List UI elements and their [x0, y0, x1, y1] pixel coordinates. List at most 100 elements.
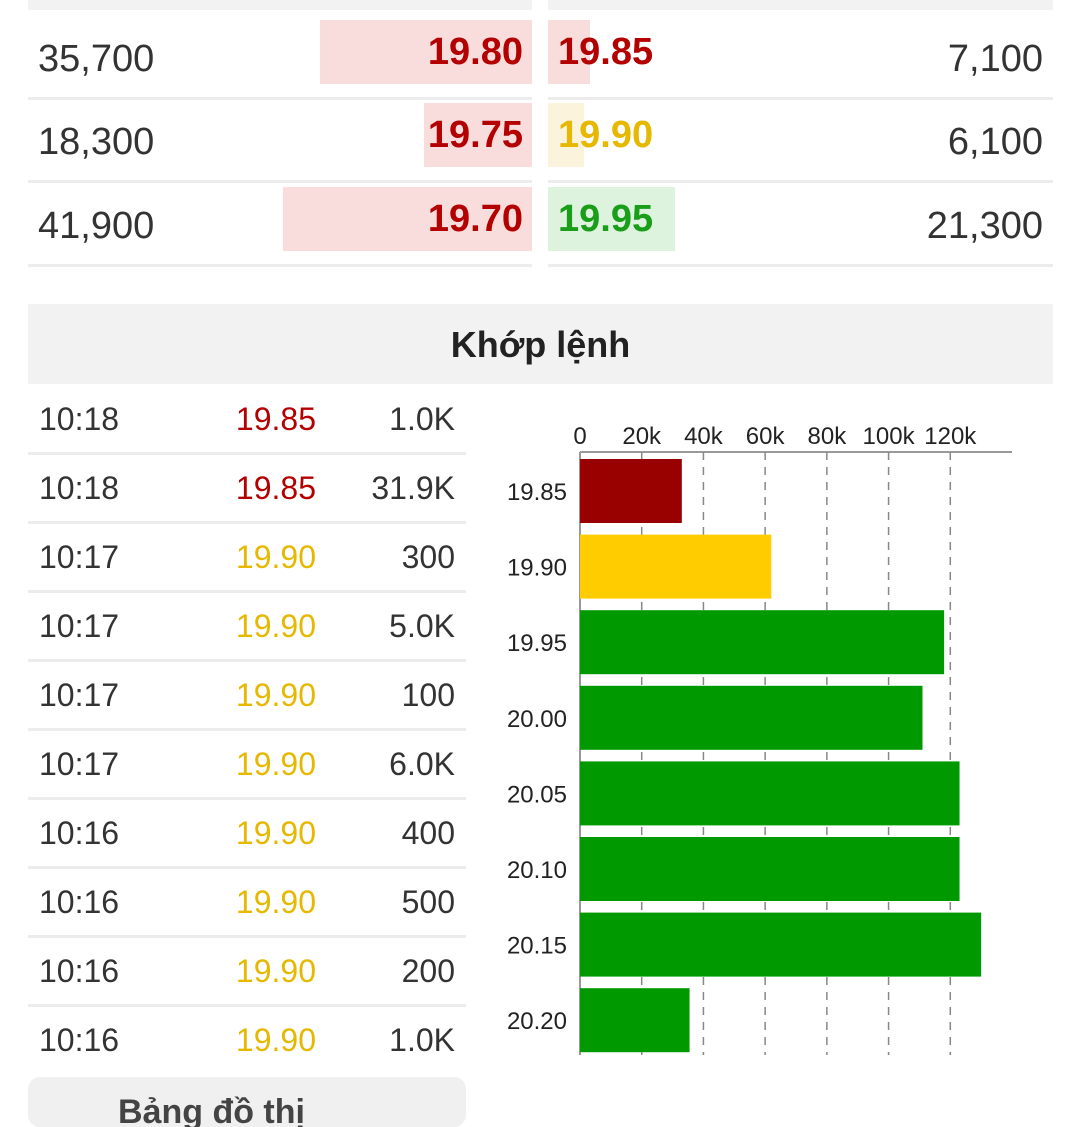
ask-header-bar	[548, 0, 1053, 10]
trade-time: 10:18	[39, 401, 120, 437]
bid-volume: 41,900	[38, 205, 155, 247]
trade-price: 19.90	[235, 539, 316, 575]
bar	[580, 761, 960, 826]
bar	[580, 610, 945, 675]
trade-row: 10:17 19.90 100	[28, 662, 466, 731]
trade-time: 10:17	[39, 677, 120, 713]
bid-volume-bar	[424, 103, 532, 167]
trade-volume: 31.9K	[371, 470, 455, 506]
trade-volume: 100	[401, 677, 455, 713]
ask-volume: 6,100	[947, 121, 1043, 163]
bar	[580, 685, 923, 750]
row-divider	[28, 264, 532, 267]
trade-row: 10:17 19.90 5.0K	[28, 593, 466, 662]
ask-price[interactable]: 19.85	[558, 31, 654, 73]
row-divider	[28, 97, 532, 100]
bid-volume: 35,700	[38, 38, 155, 80]
row-divider	[28, 590, 466, 593]
trade-volume: 400	[401, 815, 455, 851]
trade-volume: 300	[401, 539, 455, 575]
volume-by-price-chart: 0 20k 40k 60k 80k 100k 120k 19.85 19.90 19.95 20.0…	[507, 423, 1012, 1055]
trade-price: 19.90	[235, 884, 316, 920]
trade-row: 10:16 19.90 400	[28, 800, 466, 869]
y-tick-label: 19.95	[507, 630, 567, 657]
trade-price: 19.90	[235, 815, 316, 851]
y-tick-label: 20.00	[507, 706, 567, 733]
ask-volume: 21,300	[926, 205, 1043, 247]
ask-volume-bar	[548, 20, 590, 84]
y-tick-label: 20.15	[507, 933, 567, 960]
trade-volume: 200	[401, 953, 455, 989]
x-tick-label: 80k	[808, 423, 848, 450]
y-tick-label: 20.20	[507, 1008, 567, 1035]
row-divider	[28, 935, 466, 938]
y-tick-label: 19.85	[507, 479, 567, 506]
x-tick-label: 20k	[622, 423, 662, 450]
order-book-row: 41,900 19.70 19.95 21,300	[28, 185, 1053, 267]
row-divider	[28, 728, 466, 731]
row-divider	[548, 180, 1053, 183]
bid-price[interactable]: 19.70	[427, 198, 523, 240]
row-divider	[548, 97, 1053, 100]
trade-row: 10:18 19.85 31.9K	[28, 455, 466, 524]
x-tick-label: 40k	[684, 423, 724, 450]
trade-row: 10:16 19.90 1.0K	[28, 1007, 466, 1076]
bid-volume-bar	[320, 20, 532, 84]
x-tick-label: 120k	[924, 423, 977, 450]
row-divider	[28, 452, 466, 455]
y-tick-label: 20.10	[507, 857, 567, 884]
order-book-row: 35,700 19.80 19.85 7,100	[28, 18, 1053, 100]
trade-time: 10:16	[39, 815, 120, 851]
x-tick-label: 0	[573, 423, 586, 450]
trade-volume: 500	[401, 884, 455, 920]
ask-price[interactable]: 19.95	[558, 198, 654, 240]
trade-time: 10:17	[39, 539, 120, 575]
row-divider	[28, 659, 466, 662]
y-tick-label: 20.05	[507, 781, 567, 808]
chart-view-button[interactable]: Bảng đồ thị	[28, 1077, 466, 1127]
trade-row: 10:16 19.90 500	[28, 869, 466, 938]
ask-volume-bar	[548, 187, 675, 251]
trade-time: 10:17	[39, 608, 120, 644]
trade-price: 19.85	[235, 470, 316, 506]
bid-volume-bar	[283, 187, 532, 251]
trade-time: 10:16	[39, 884, 120, 920]
trade-time: 10:16	[39, 1022, 120, 1058]
trade-row: 10:18 19.85 1.0K	[28, 386, 466, 455]
trade-price: 19.90	[235, 1022, 316, 1058]
bar	[580, 534, 772, 599]
trade-volume: 1.0K	[389, 1022, 455, 1058]
row-divider	[28, 180, 532, 183]
trade-row: 10:17 19.90 300	[28, 524, 466, 593]
row-divider	[28, 866, 466, 869]
row-divider	[28, 797, 466, 800]
trade-time: 10:16	[39, 953, 120, 989]
row-divider	[28, 521, 466, 524]
x-tick-label: 100k	[863, 423, 916, 450]
ask-volume: 7,100	[947, 38, 1043, 80]
bid-price[interactable]: 19.75	[427, 114, 523, 156]
trade-volume: 5.0K	[389, 608, 455, 644]
trade-row: 10:17 19.90 6.0K	[28, 731, 466, 800]
y-tick-label: 19.90	[507, 555, 567, 582]
bid-header-bar	[28, 0, 532, 10]
order-book-row: 18,300 19.75 19.90 6,100	[28, 101, 1053, 183]
ask-volume-bar	[548, 103, 584, 167]
trade-volume: 1.0K	[389, 401, 455, 437]
trade-price: 19.90	[235, 677, 316, 713]
bar	[580, 459, 682, 523]
trade-time: 10:17	[39, 746, 120, 782]
chart-view-label: Bảng đồ thị	[118, 1093, 305, 1127]
section-title-matched-orders: Khớp lệnh	[28, 304, 1053, 384]
x-tick-label: 60k	[746, 423, 786, 450]
bar	[580, 912, 982, 977]
trade-volume: 6.0K	[389, 746, 455, 782]
row-divider	[548, 264, 1053, 267]
trade-price: 19.90	[235, 746, 316, 782]
trade-row: 10:16 19.90 200	[28, 938, 466, 1007]
bid-price[interactable]: 19.80	[427, 31, 523, 73]
trade-price: 19.90	[235, 608, 316, 644]
trade-price: 19.85	[235, 401, 316, 437]
ask-price[interactable]: 19.90	[558, 114, 654, 156]
trade-price: 19.90	[235, 953, 316, 989]
